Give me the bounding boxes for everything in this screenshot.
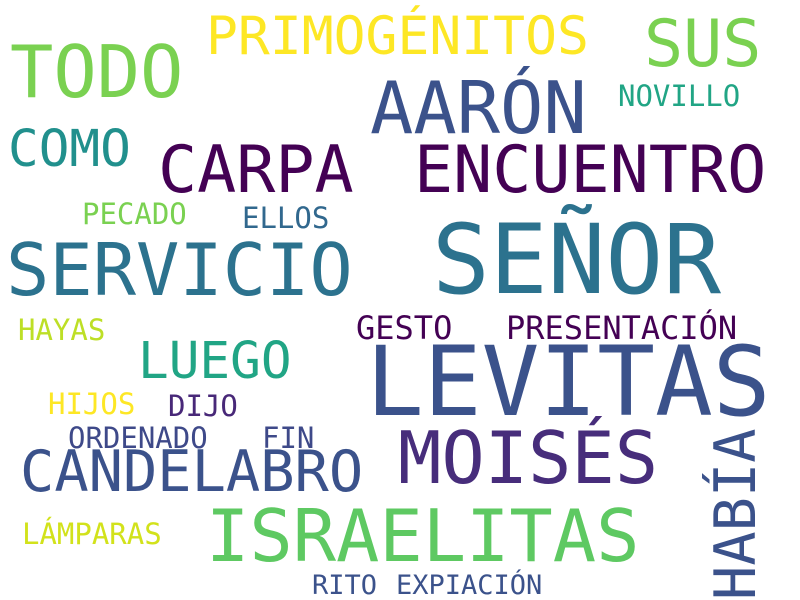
word-levitas: LEVITAS	[366, 326, 771, 438]
word-presentacion: PRESENTACIÓN	[506, 309, 738, 347]
word-pecado: PECADO	[82, 197, 187, 231]
word-dijo: DIJO	[168, 389, 238, 423]
word-novillo: NOVILLO	[618, 79, 741, 113]
word-aaron: AARÓN	[370, 66, 587, 150]
word-carpa: CARPA	[158, 133, 354, 208]
word-servicio: SERVICIO	[6, 228, 353, 312]
word-hayas: HAYAS	[18, 313, 106, 347]
word-expiacion: EXPIACIÓN	[396, 570, 543, 600]
word-israelitas: ISRAELITAS	[206, 494, 640, 578]
word-fin: FIN	[262, 421, 315, 455]
word-lamparas: LÁMPARAS	[22, 517, 162, 551]
word-moises: MOISÉS	[398, 416, 659, 500]
word-candelabro: CANDELABRO	[20, 439, 364, 505]
word-encuentro: ENCUENTRO	[414, 133, 767, 208]
word-sus: SUS	[644, 7, 762, 82]
word-hijos: HIJOS	[48, 387, 136, 421]
word-ordenado: ORDENADO	[68, 421, 208, 455]
word-ellos: ELLOS	[242, 201, 330, 235]
word-gesto: GESTO	[356, 309, 453, 347]
word-primogenitos: PRIMOGÉNITOS	[206, 6, 589, 67]
word-todo: TODO	[10, 30, 184, 114]
word-senor: SEÑOR	[432, 204, 721, 316]
word-como: COMO	[8, 120, 131, 179]
word-habia: HABÍA	[703, 428, 769, 600]
word-luego: LUEGO	[138, 332, 292, 391]
word-rito: RITO	[312, 570, 378, 600]
